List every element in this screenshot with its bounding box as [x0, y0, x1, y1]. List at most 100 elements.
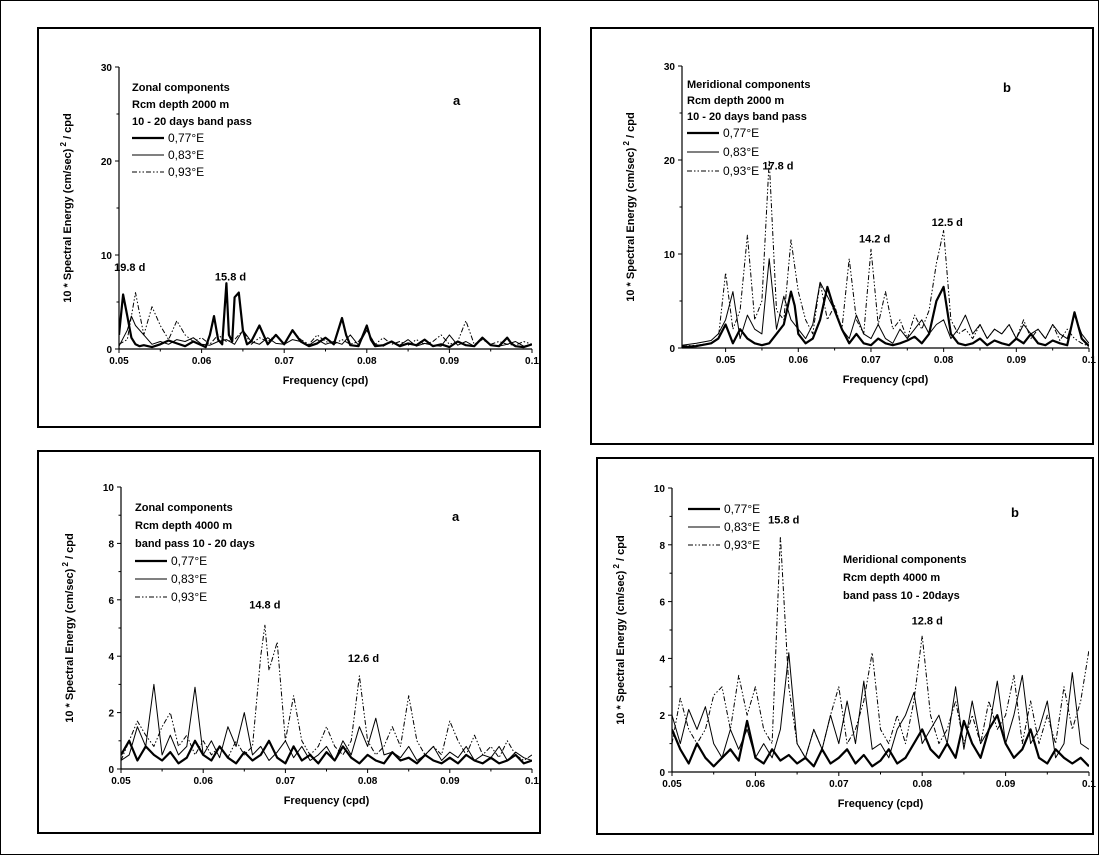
series-line-1 [121, 683, 532, 761]
x-tick-label: 0.08 [358, 776, 378, 787]
legend-label: 0,93°E [724, 538, 760, 552]
peak-annotation: 15.8 d [768, 515, 799, 527]
x-tick-label: 0.05 [111, 776, 131, 787]
legend-label: 0,77°E [168, 131, 204, 145]
x-tick-label: 0.06 [746, 779, 766, 790]
x-tick-label: 0.05 [662, 779, 682, 790]
y-axis-title-exponent: 2 [612, 563, 621, 570]
peak-annotation: 15.8 d [215, 271, 246, 283]
y-axis-title: 10 * Spectral Energy (cm/sec) 2 / cpd [59, 113, 74, 302]
x-tick-label: 0.05 [716, 355, 736, 366]
panel-letter: b [1003, 80, 1011, 95]
y-tick-label: 30 [101, 63, 113, 74]
series-line-2 [672, 535, 1089, 759]
info-text-line: Meridional components [843, 554, 966, 566]
x-axis-title: Frequency (cpd) [283, 375, 369, 387]
info-text-line: Rcm depth 2000 m [132, 99, 229, 111]
chart-svg: 0.05 0.06 0.07 0.08 0.09 0.1 0 2 4 6 8 10 Frequency … [61, 483, 539, 807]
series-line-0 [119, 282, 532, 349]
y-tick-label: 2 [659, 711, 665, 722]
info-text-line: Rcm depth 4000 m [843, 572, 940, 584]
info-text-line: Zonal components [132, 82, 230, 94]
chart-panel-zonal-4000m: 0.05 0.06 0.07 0.08 0.09 0.1 0 2 4 6 8 10 Frequency … [37, 450, 541, 834]
x-tick-label: 0.08 [934, 355, 954, 366]
info-text-line: 10 - 20 days band pass [132, 116, 252, 128]
y-axis-title-tail: / cpd [64, 533, 76, 562]
x-tick-label: 0.07 [861, 355, 881, 366]
legend-label: 0,83°E [168, 148, 204, 162]
y-tick-label: 30 [664, 62, 676, 73]
panel-letter: a [452, 509, 460, 524]
x-tick-label: 0.06 [789, 355, 809, 366]
series-line-1 [682, 258, 1089, 346]
y-axis-title-exponent: 2 [622, 140, 631, 147]
series-line-1 [672, 652, 1089, 759]
y-axis-title-tail: / cpd [615, 535, 627, 564]
info-text-line: band pass 10 - 20days [843, 590, 960, 602]
chart-svg: 0.05 0.06 0.07 0.08 0.09 0.1 0 2 4 6 8 10 Frequency … [612, 484, 1096, 810]
x-tick-label: 0.07 [829, 779, 849, 790]
series-line-0 [672, 714, 1089, 768]
y-tick-label: 10 [103, 483, 115, 494]
info-text-line: band pass 10 - 20 days [135, 538, 255, 550]
info-text-line: Rcm depth 2000 m [687, 95, 784, 107]
series-line-2 [682, 159, 1089, 347]
x-tick-label: 0.1 [525, 776, 539, 787]
x-tick-label: 0.08 [912, 779, 932, 790]
y-tick-label: 8 [659, 541, 665, 552]
panel-letter: b [1011, 505, 1019, 520]
legend-label: 0,93°E [723, 164, 759, 178]
legend-label: 0,77°E [171, 554, 207, 568]
y-tick-label: 6 [659, 598, 665, 609]
y-tick-label: 0 [659, 768, 665, 779]
x-tick-label: 0.06 [193, 776, 213, 787]
y-axis-title: 10 * Spectral Energy (cm/sec) 2 / cpd [622, 112, 637, 301]
legend-label: 0,83°E [723, 145, 759, 159]
legend-label: 0,93°E [171, 590, 207, 604]
info-text-line: Meridional components [687, 79, 810, 91]
peak-annotation: 14.2 d [859, 234, 890, 246]
y-tick-label: 0 [108, 765, 114, 776]
legend-label: 0,77°E [724, 502, 760, 516]
chart-panel-meridional-2000m: 0.05 0.06 0.07 0.08 0.09 0.1 0 10 20 30 Frequency … [590, 27, 1096, 445]
y-tick-label: 6 [108, 596, 114, 607]
info-text-line: Rcm depth 4000 m [135, 520, 232, 532]
x-tick-label: 0.1 [525, 356, 539, 367]
peak-annotation: 12.6 d [348, 653, 379, 665]
panel-letter: a [453, 93, 461, 108]
y-tick-label: 0 [106, 345, 112, 356]
y-axis-title-main: 10 * Spectral Energy (cm/sec) [62, 148, 74, 302]
legend-label: 0,83°E [724, 520, 760, 534]
y-tick-label: 20 [101, 157, 113, 168]
y-axis-title-exponent: 2 [61, 561, 70, 568]
x-tick-label: 0.09 [440, 356, 460, 367]
y-axis-title: 10 * Spectral Energy (cm/sec) 2 / cpd [612, 535, 627, 724]
y-tick-label: 8 [108, 539, 114, 550]
y-tick-label: 4 [108, 652, 114, 663]
x-axis-title: Frequency (cpd) [838, 798, 924, 810]
series-line-0 [121, 739, 532, 765]
y-tick-label: 4 [659, 654, 665, 665]
x-axis-title: Frequency (cpd) [843, 374, 929, 386]
legend-label: 0,77°E [723, 126, 759, 140]
x-tick-label: 0.1 [1082, 779, 1096, 790]
peak-annotation: 19.8 d [114, 262, 145, 274]
y-axis-title: 10 * Spectral Energy (cm/sec) 2 / cpd [61, 533, 76, 722]
y-axis-title-main: 10 * Spectral Energy (cm/sec) [64, 568, 76, 722]
chart-panel-meridional-4000m: 0.05 0.06 0.07 0.08 0.09 0.1 0 2 4 6 8 10 Frequency … [596, 457, 1096, 835]
y-axis-title-main: 10 * Spectral Energy (cm/sec) [625, 147, 637, 301]
series-line-0 [682, 285, 1089, 348]
x-tick-label: 0.07 [274, 356, 294, 367]
x-tick-label: 0.08 [357, 356, 377, 367]
y-axis-title-tail: / cpd [62, 113, 74, 142]
peak-annotation: 12.5 d [932, 217, 963, 229]
x-tick-label: 0.09 [996, 779, 1016, 790]
x-tick-label: 0.05 [109, 356, 129, 367]
y-tick-label: 10 [101, 251, 113, 262]
y-axis-title-tail: / cpd [625, 112, 637, 141]
y-axis-title-exponent: 2 [59, 141, 68, 148]
y-tick-label: 20 [664, 156, 676, 167]
chart-svg: 0.05 0.06 0.07 0.08 0.09 0.1 0 10 20 30 Frequency … [59, 63, 539, 387]
y-tick-label: 10 [664, 250, 676, 261]
